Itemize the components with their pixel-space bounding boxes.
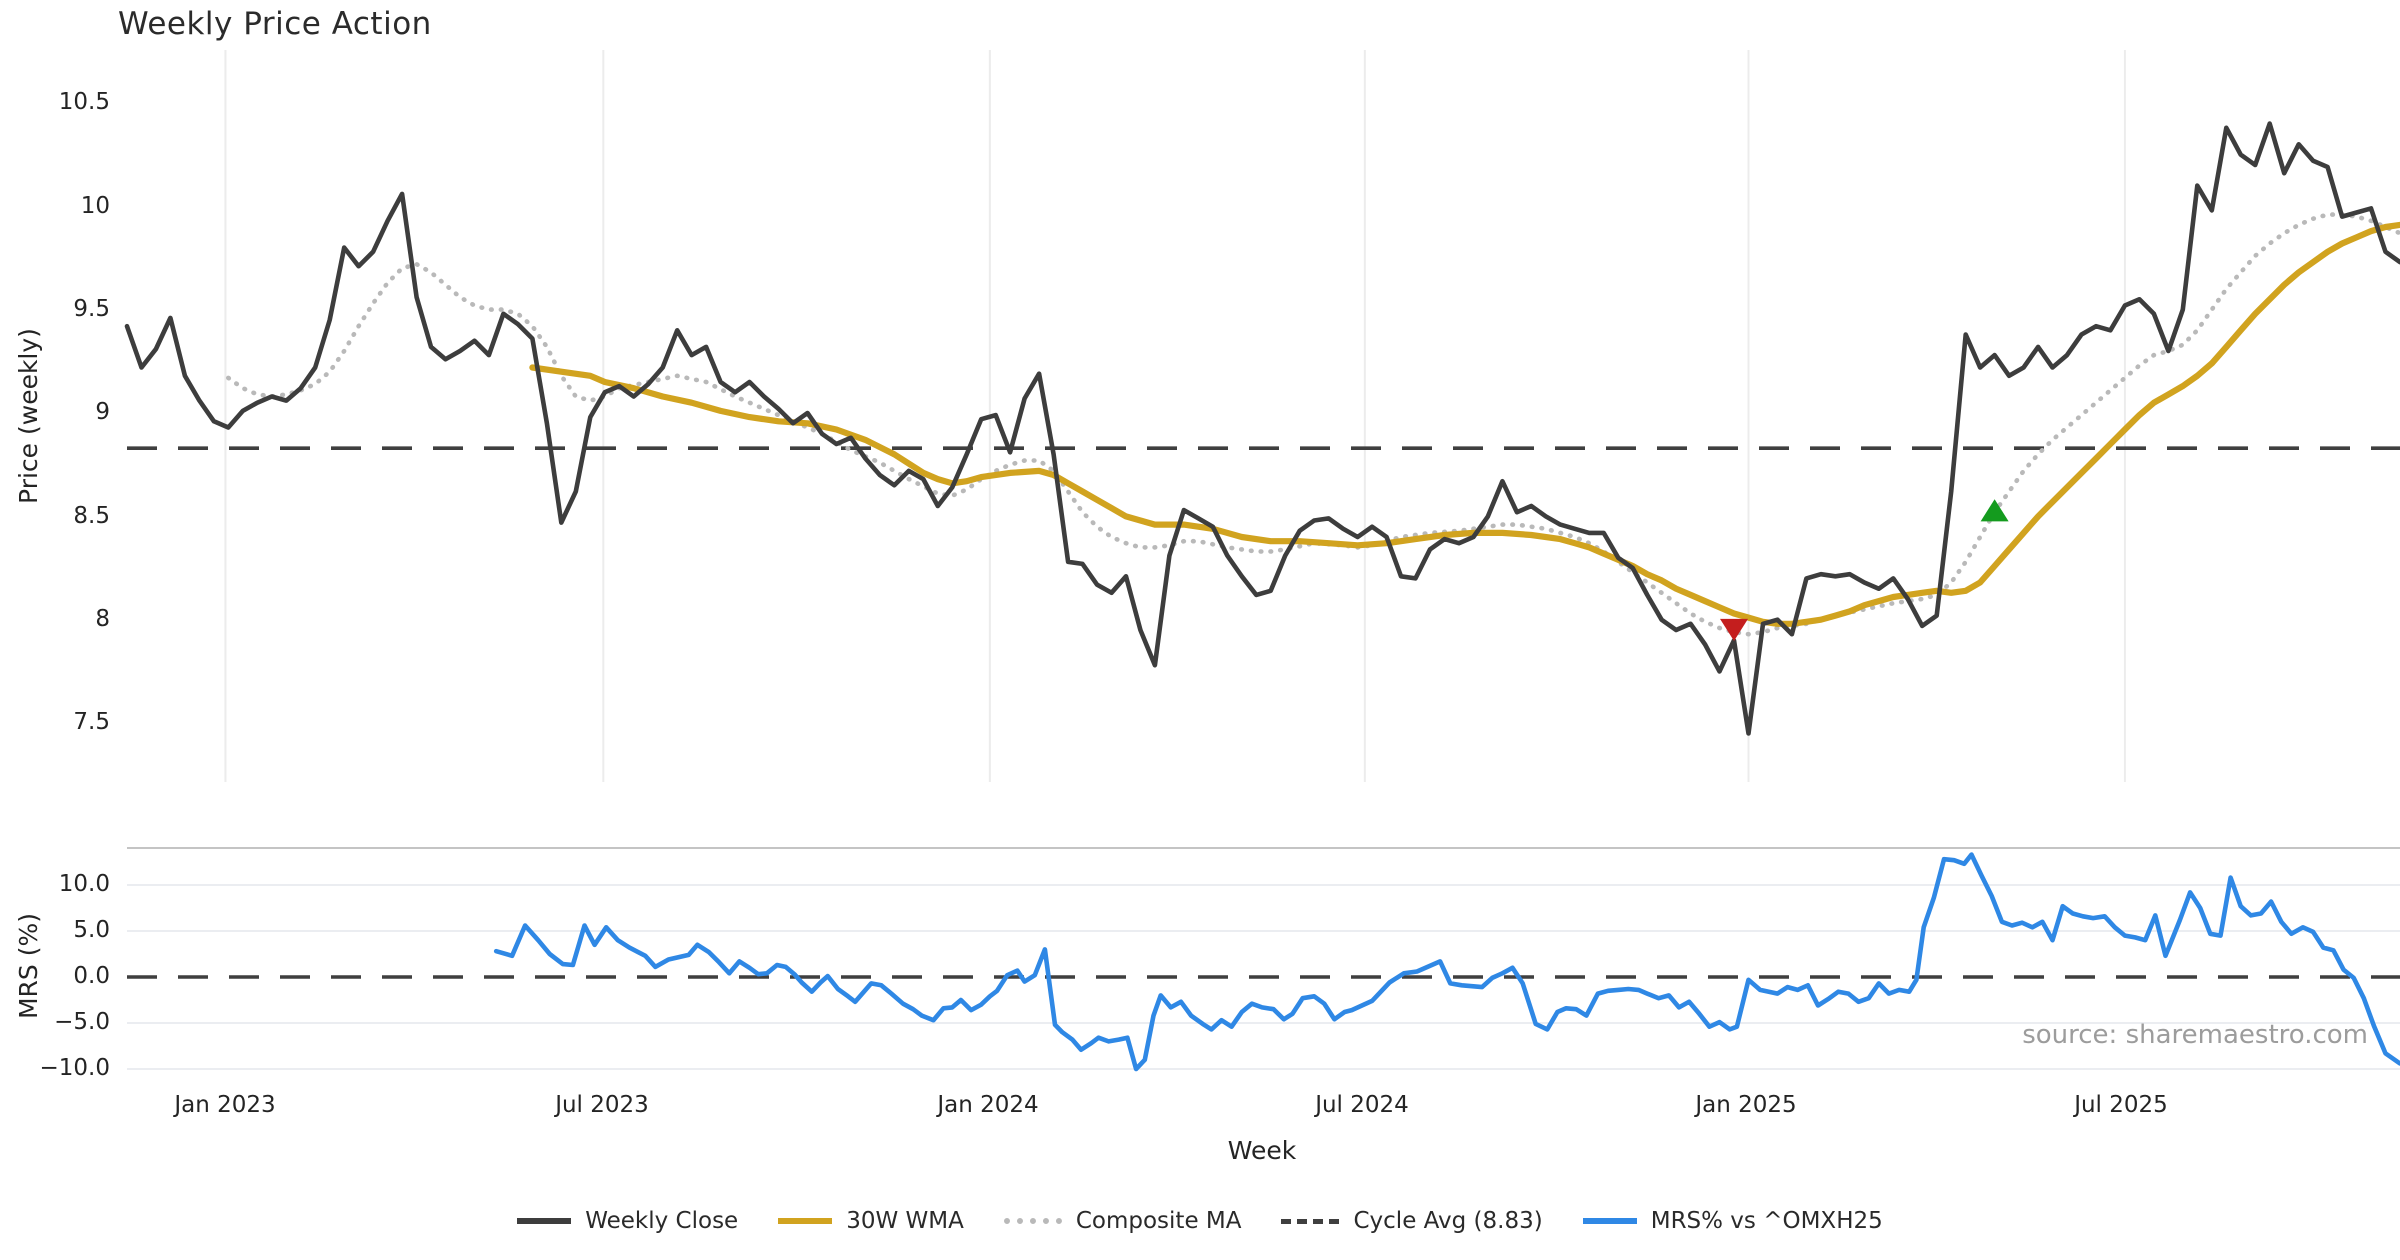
legend: Weekly Close 30W WMA Composite MA Cycle … — [0, 1208, 2400, 1234]
price-ytick: 9 — [95, 399, 110, 425]
mrs-ytick: −10.0 — [39, 1055, 110, 1081]
legend-label: Cycle Avg (8.83) — [1353, 1208, 1543, 1234]
legend-item-composite-ma: Composite MA — [1003, 1208, 1242, 1234]
price-ytick: 8 — [95, 606, 110, 632]
mrs-ytick: 10.0 — [58, 871, 110, 897]
xtick-jul-2025: Jul 2025 — [2074, 1092, 2168, 1118]
legend-item-cycle-avg: Cycle Avg (8.83) — [1281, 1208, 1543, 1234]
legend-item-weekly-close: Weekly Close — [517, 1208, 738, 1234]
price-ytick: 8.5 — [73, 503, 110, 529]
chart-title: Weekly Price Action — [118, 6, 432, 42]
price-axis-label: Price (weekly) — [14, 328, 43, 504]
mrs-axis-label: MRS (%) — [14, 912, 43, 1020]
source-watermark: source: sharemaestro.com — [2022, 1020, 2368, 1050]
mrs-ytick: 0.0 — [73, 963, 110, 989]
xtick-jan-2024: Jan 2024 — [937, 1092, 1039, 1118]
xtick-jan-2023: Jan 2023 — [174, 1092, 276, 1118]
mrs-ytick: −5.0 — [54, 1009, 110, 1035]
legend-label: MRS% vs ^OMXH25 — [1650, 1208, 1883, 1234]
week-axis-label: Week — [1227, 1136, 1297, 1165]
xtick-jul-2023: Jul 2023 — [555, 1092, 649, 1118]
cycle-avg-swatch-icon — [1281, 1218, 1340, 1224]
wma-swatch-icon — [778, 1218, 833, 1224]
mrs-swatch-icon — [1582, 1218, 1637, 1224]
legend-item-30w-wma: 30W WMA — [778, 1208, 964, 1234]
legend-label: Weekly Close — [585, 1208, 739, 1234]
mrs-ytick: 5.0 — [73, 917, 110, 943]
weekly-close-swatch-icon — [517, 1218, 572, 1224]
legend-item-mrs: MRS% vs ^OMXH25 — [1582, 1208, 1883, 1234]
xtick-jan-2025: Jan 2025 — [1695, 1092, 1797, 1118]
price-ytick: 10 — [80, 193, 110, 219]
price-ytick: 7.5 — [73, 709, 110, 735]
price-ytick: 10.5 — [58, 89, 110, 115]
xtick-jul-2024: Jul 2024 — [1315, 1092, 1409, 1118]
legend-label: Composite MA — [1075, 1208, 1242, 1234]
legend-label: 30W WMA — [846, 1208, 964, 1234]
price-ytick: 9.5 — [73, 296, 110, 322]
composite-ma-swatch-icon — [1003, 1218, 1062, 1224]
